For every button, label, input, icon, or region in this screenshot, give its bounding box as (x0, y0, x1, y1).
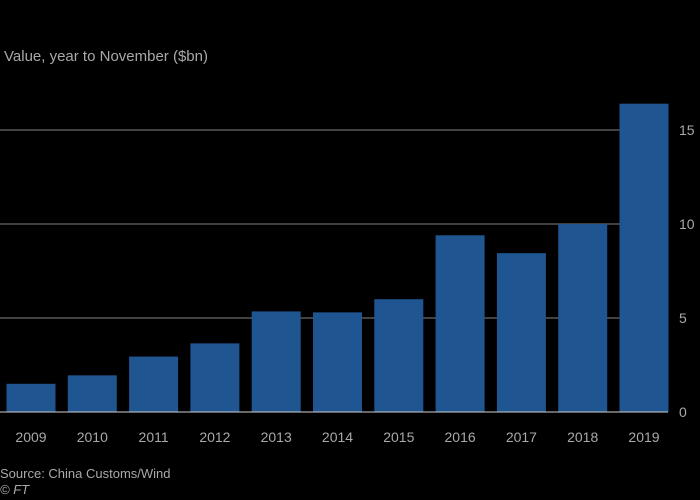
bar-2013 (251, 311, 301, 412)
bar-2017 (496, 253, 546, 412)
x-tick-label: 2018 (567, 429, 598, 445)
x-tick-label: 2016 (445, 429, 476, 445)
x-tick-label: 2019 (628, 429, 659, 445)
y-tick-label: 5 (679, 310, 687, 326)
x-tick-labels: 2009 2010 2011 2012 2013 2014 2015 2016 2017 2018… (15, 429, 659, 445)
bar-2016 (435, 235, 485, 412)
bars (6, 103, 669, 413)
chart-subtitle: Value, year to November ($bn) (4, 48, 208, 65)
bar-2015 (374, 299, 424, 412)
x-tick-label: 2014 (322, 429, 353, 445)
bar-2014 (313, 312, 362, 412)
source-note: Source: China Customs/Wind (0, 466, 171, 481)
bar-2019 (619, 103, 669, 413)
bar-2009 (6, 383, 56, 412)
y-tick-label: 0 (679, 404, 687, 420)
ft-credit: © FT (0, 482, 30, 497)
y-tick-labels: 0 5 10 15 (679, 122, 695, 420)
bar-2010 (67, 375, 117, 412)
x-tick-label: 2009 (15, 429, 46, 445)
x-tick-label: 2013 (261, 429, 292, 445)
x-tick-label: 2010 (77, 429, 108, 445)
x-tick-label: 2012 (199, 429, 230, 445)
bar-2012 (190, 343, 240, 412)
bar-2018 (558, 224, 608, 412)
x-tick-label: 2011 (139, 429, 169, 445)
y-tick-label: 15 (679, 122, 695, 138)
x-tick-label: 2015 (383, 429, 414, 445)
x-tick-label: 2017 (506, 429, 537, 445)
y-tick-label: 10 (679, 216, 695, 232)
bar-2011 (129, 356, 179, 412)
